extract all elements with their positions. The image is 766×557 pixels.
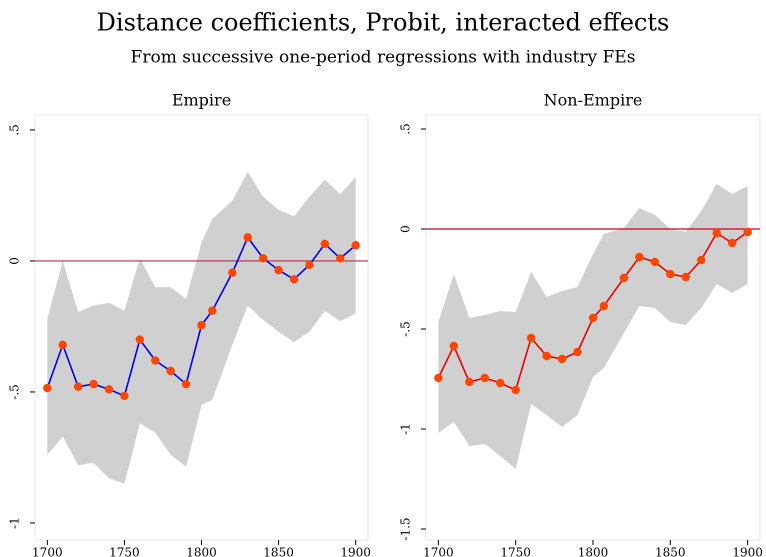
point xyxy=(305,260,314,270)
point xyxy=(320,239,330,249)
x-tick-label: 1700 xyxy=(32,546,63,557)
point xyxy=(258,254,268,263)
point xyxy=(743,227,752,237)
point xyxy=(681,272,690,282)
point xyxy=(588,313,598,323)
point xyxy=(73,382,83,391)
point xyxy=(573,347,582,357)
point xyxy=(666,269,675,279)
point xyxy=(181,379,191,389)
point xyxy=(526,333,536,343)
x-tick-label: 1800 xyxy=(578,546,609,557)
confidence-band xyxy=(438,184,748,469)
y-tick-label: 0 xyxy=(399,225,413,233)
point xyxy=(89,379,98,389)
point xyxy=(120,391,129,401)
point xyxy=(635,252,644,262)
x-tick-label: 1900 xyxy=(732,546,763,557)
x-tick-label: 1750 xyxy=(500,546,531,557)
point xyxy=(151,356,160,365)
point xyxy=(557,354,567,364)
point xyxy=(619,273,629,283)
y-tick-label: 0 xyxy=(8,257,22,265)
point xyxy=(712,228,721,238)
point xyxy=(289,275,299,284)
y-tick-label: .5 xyxy=(399,123,413,134)
point xyxy=(511,385,520,395)
point xyxy=(228,268,237,277)
point xyxy=(434,373,443,383)
point xyxy=(243,233,252,242)
y-tick-label: -1 xyxy=(8,517,22,529)
point xyxy=(496,378,505,388)
point xyxy=(727,238,737,248)
y-tick-label: -1 xyxy=(399,423,413,435)
x-tick-label: 1750 xyxy=(109,546,140,557)
point xyxy=(274,265,283,275)
point xyxy=(104,385,114,394)
x-tick-label: 1850 xyxy=(263,546,294,557)
point xyxy=(449,341,459,351)
point xyxy=(465,377,474,387)
point xyxy=(135,335,145,344)
point xyxy=(43,383,52,393)
point xyxy=(166,366,175,376)
y-tick-label: -1.5 xyxy=(399,517,413,540)
y-tick-label: .5 xyxy=(8,124,22,135)
point xyxy=(650,257,660,267)
x-tick-label: 1700 xyxy=(423,546,454,557)
y-tick-label: -.5 xyxy=(8,384,22,400)
point xyxy=(336,254,345,263)
x-tick-label: 1850 xyxy=(655,546,686,557)
x-tick-label: 1900 xyxy=(340,546,371,557)
point xyxy=(599,301,609,311)
point xyxy=(58,340,67,349)
point xyxy=(542,351,551,361)
point xyxy=(208,306,217,315)
panel-title: Non-Empire xyxy=(544,91,643,110)
chart-subtitle: From successive one-period regressions w… xyxy=(131,48,636,68)
point xyxy=(351,241,360,250)
point xyxy=(480,373,489,383)
x-tick-label: 1800 xyxy=(186,546,217,557)
chart-title: Distance coefficients, Probit, interacte… xyxy=(97,9,670,37)
point xyxy=(697,255,706,265)
panel-title: Empire xyxy=(172,91,231,110)
y-tick-label: -.5 xyxy=(399,321,413,337)
point xyxy=(197,320,206,330)
